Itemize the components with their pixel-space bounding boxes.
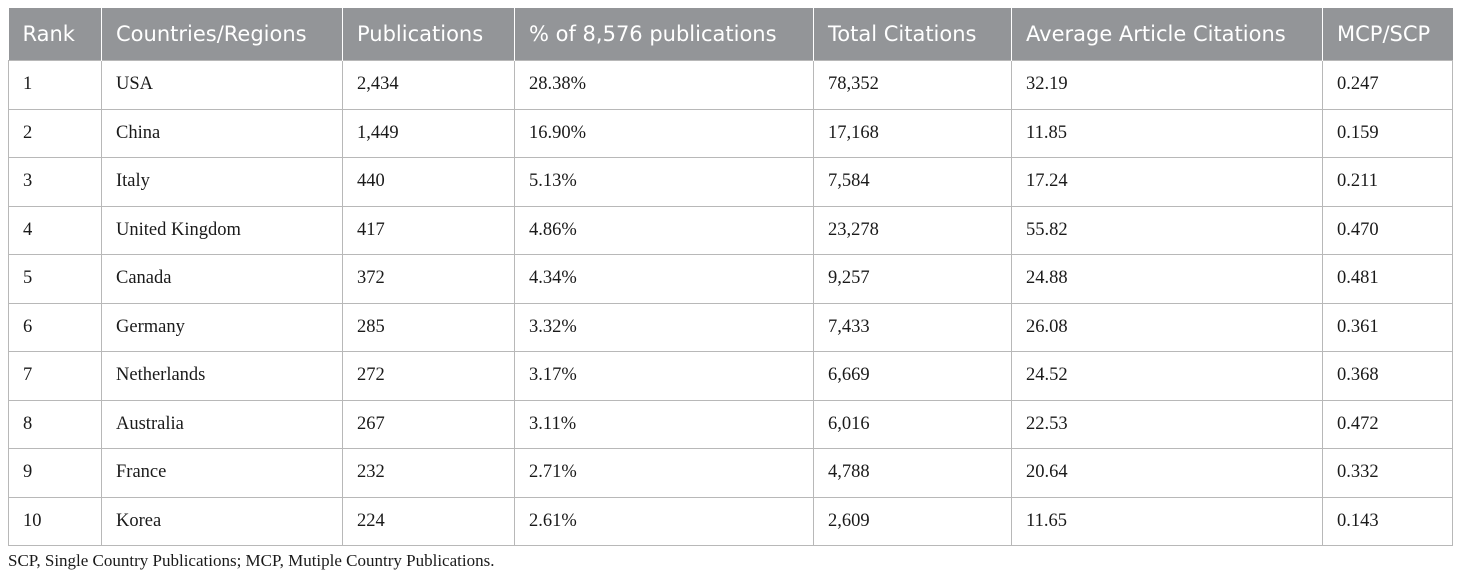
- column-header-rank: Rank: [8, 8, 102, 61]
- average-citations-cell: 26.08: [1011, 302, 1323, 352]
- mcp-scp-cell: 0.472: [1322, 399, 1453, 449]
- column-header-publications: Publications: [342, 8, 515, 61]
- average-citations-cell: 55.82: [1011, 205, 1323, 255]
- table-row: 8 Australia 267 3.11% 6,016 22.53 0.472: [8, 399, 1453, 449]
- table-row: 6 Germany 285 3.32% 7,433 26.08 0.361: [8, 302, 1453, 352]
- publications-cell: 2,434: [342, 60, 515, 110]
- country-cell: Canada: [101, 254, 343, 304]
- publications-cell: 440: [342, 157, 515, 207]
- rank-cell: 7: [8, 351, 102, 401]
- average-citations-cell: 11.85: [1011, 108, 1323, 158]
- total-citations-cell: 23,278: [813, 205, 1012, 255]
- percent-cell: 2.61%: [514, 496, 814, 546]
- total-citations-cell: 7,584: [813, 157, 1012, 207]
- country-cell: Italy: [101, 157, 343, 207]
- mcp-scp-cell: 0.481: [1322, 254, 1453, 304]
- table-footnote: SCP, Single Country Publications; MCP, M…: [8, 551, 495, 570]
- table-row: 3 Italy 440 5.13% 7,584 17.24 0.211: [8, 157, 1453, 207]
- table-row: 5 Canada 372 4.34% 9,257 24.88 0.481: [8, 254, 1453, 304]
- average-citations-cell: 24.52: [1011, 351, 1323, 401]
- total-citations-cell: 2,609: [813, 496, 1012, 546]
- mcp-scp-cell: 0.159: [1322, 108, 1453, 158]
- percent-cell: 3.17%: [514, 351, 814, 401]
- average-citations-cell: 24.88: [1011, 254, 1323, 304]
- country-cell: Germany: [101, 302, 343, 352]
- rank-cell: 1: [8, 60, 102, 110]
- publications-cell: 1,449: [342, 108, 515, 158]
- total-citations-cell: 4,788: [813, 448, 1012, 498]
- column-header-countries-regions: Countries/Regions: [101, 8, 343, 61]
- rank-cell: 5: [8, 254, 102, 304]
- publications-cell: 267: [342, 399, 515, 449]
- table-row: 9 France 232 2.71% 4,788 20.64 0.332: [8, 448, 1453, 498]
- country-cell: USA: [101, 60, 343, 110]
- table-row: 10 Korea 224 2.61% 2,609 11.65 0.143: [8, 496, 1453, 546]
- table-row: 2 China 1,449 16.90% 17,168 11.85 0.159: [8, 108, 1453, 158]
- rank-cell: 6: [8, 302, 102, 352]
- country-cell: France: [101, 448, 343, 498]
- average-citations-cell: 11.65: [1011, 496, 1323, 546]
- column-header-average-article-citations: Average Article Citations: [1011, 8, 1323, 61]
- percent-cell: 28.38%: [514, 60, 814, 110]
- country-publications-table: Rank Countries/Regions Publications % of…: [8, 8, 1453, 546]
- rank-cell: 2: [8, 108, 102, 158]
- total-citations-cell: 6,669: [813, 351, 1012, 401]
- average-citations-cell: 20.64: [1011, 448, 1323, 498]
- average-citations-cell: 17.24: [1011, 157, 1323, 207]
- column-header-percent-publications: % of 8,576 publications: [514, 8, 814, 61]
- total-citations-cell: 9,257: [813, 254, 1012, 304]
- header-row: Rank Countries/Regions Publications % of…: [8, 8, 1453, 61]
- table-row: 7 Netherlands 272 3.17% 6,669 24.52 0.368: [8, 351, 1453, 401]
- total-citations-cell: 6,016: [813, 399, 1012, 449]
- mcp-scp-cell: 0.470: [1322, 205, 1453, 255]
- mcp-scp-cell: 0.332: [1322, 448, 1453, 498]
- country-cell: China: [101, 108, 343, 158]
- country-cell: United Kingdom: [101, 205, 343, 255]
- publications-cell: 285: [342, 302, 515, 352]
- country-cell: Australia: [101, 399, 343, 449]
- publications-cell: 224: [342, 496, 515, 546]
- table-row: 4 United Kingdom 417 4.86% 23,278 55.82 0.470: [8, 205, 1453, 255]
- average-citations-cell: 22.53: [1011, 399, 1323, 449]
- rank-cell: 10: [8, 496, 102, 546]
- total-citations-cell: 7,433: [813, 302, 1012, 352]
- percent-cell: 4.34%: [514, 254, 814, 304]
- table-header: Rank Countries/Regions Publications % of…: [8, 8, 1453, 61]
- column-header-total-citations: Total Citations: [813, 8, 1012, 61]
- mcp-scp-cell: 0.361: [1322, 302, 1453, 352]
- mcp-scp-cell: 0.211: [1322, 157, 1453, 207]
- average-citations-cell: 32.19: [1011, 60, 1323, 110]
- percent-cell: 4.86%: [514, 205, 814, 255]
- rank-cell: 9: [8, 448, 102, 498]
- table-body: 1 USA 2,434 28.38% 78,352 32.19 0.247 2 China 1,4…: [8, 60, 1453, 546]
- rank-cell: 3: [8, 157, 102, 207]
- mcp-scp-cell: 0.368: [1322, 351, 1453, 401]
- column-header-mcp-scp: MCP/SCP: [1322, 8, 1453, 61]
- rank-cell: 4: [8, 205, 102, 255]
- mcp-scp-cell: 0.247: [1322, 60, 1453, 110]
- percent-cell: 5.13%: [514, 157, 814, 207]
- table-row: 1 USA 2,434 28.38% 78,352 32.19 0.247: [8, 60, 1453, 110]
- country-cell: Netherlands: [101, 351, 343, 401]
- percent-cell: 3.32%: [514, 302, 814, 352]
- percent-cell: 2.71%: [514, 448, 814, 498]
- publications-cell: 232: [342, 448, 515, 498]
- country-cell: Korea: [101, 496, 343, 546]
- data-table-container: Rank Countries/Regions Publications % of…: [8, 8, 1453, 546]
- total-citations-cell: 78,352: [813, 60, 1012, 110]
- mcp-scp-cell: 0.143: [1322, 496, 1453, 546]
- publications-cell: 372: [342, 254, 515, 304]
- percent-cell: 16.90%: [514, 108, 814, 158]
- publications-cell: 272: [342, 351, 515, 401]
- rank-cell: 8: [8, 399, 102, 449]
- total-citations-cell: 17,168: [813, 108, 1012, 158]
- publications-cell: 417: [342, 205, 515, 255]
- percent-cell: 3.11%: [514, 399, 814, 449]
